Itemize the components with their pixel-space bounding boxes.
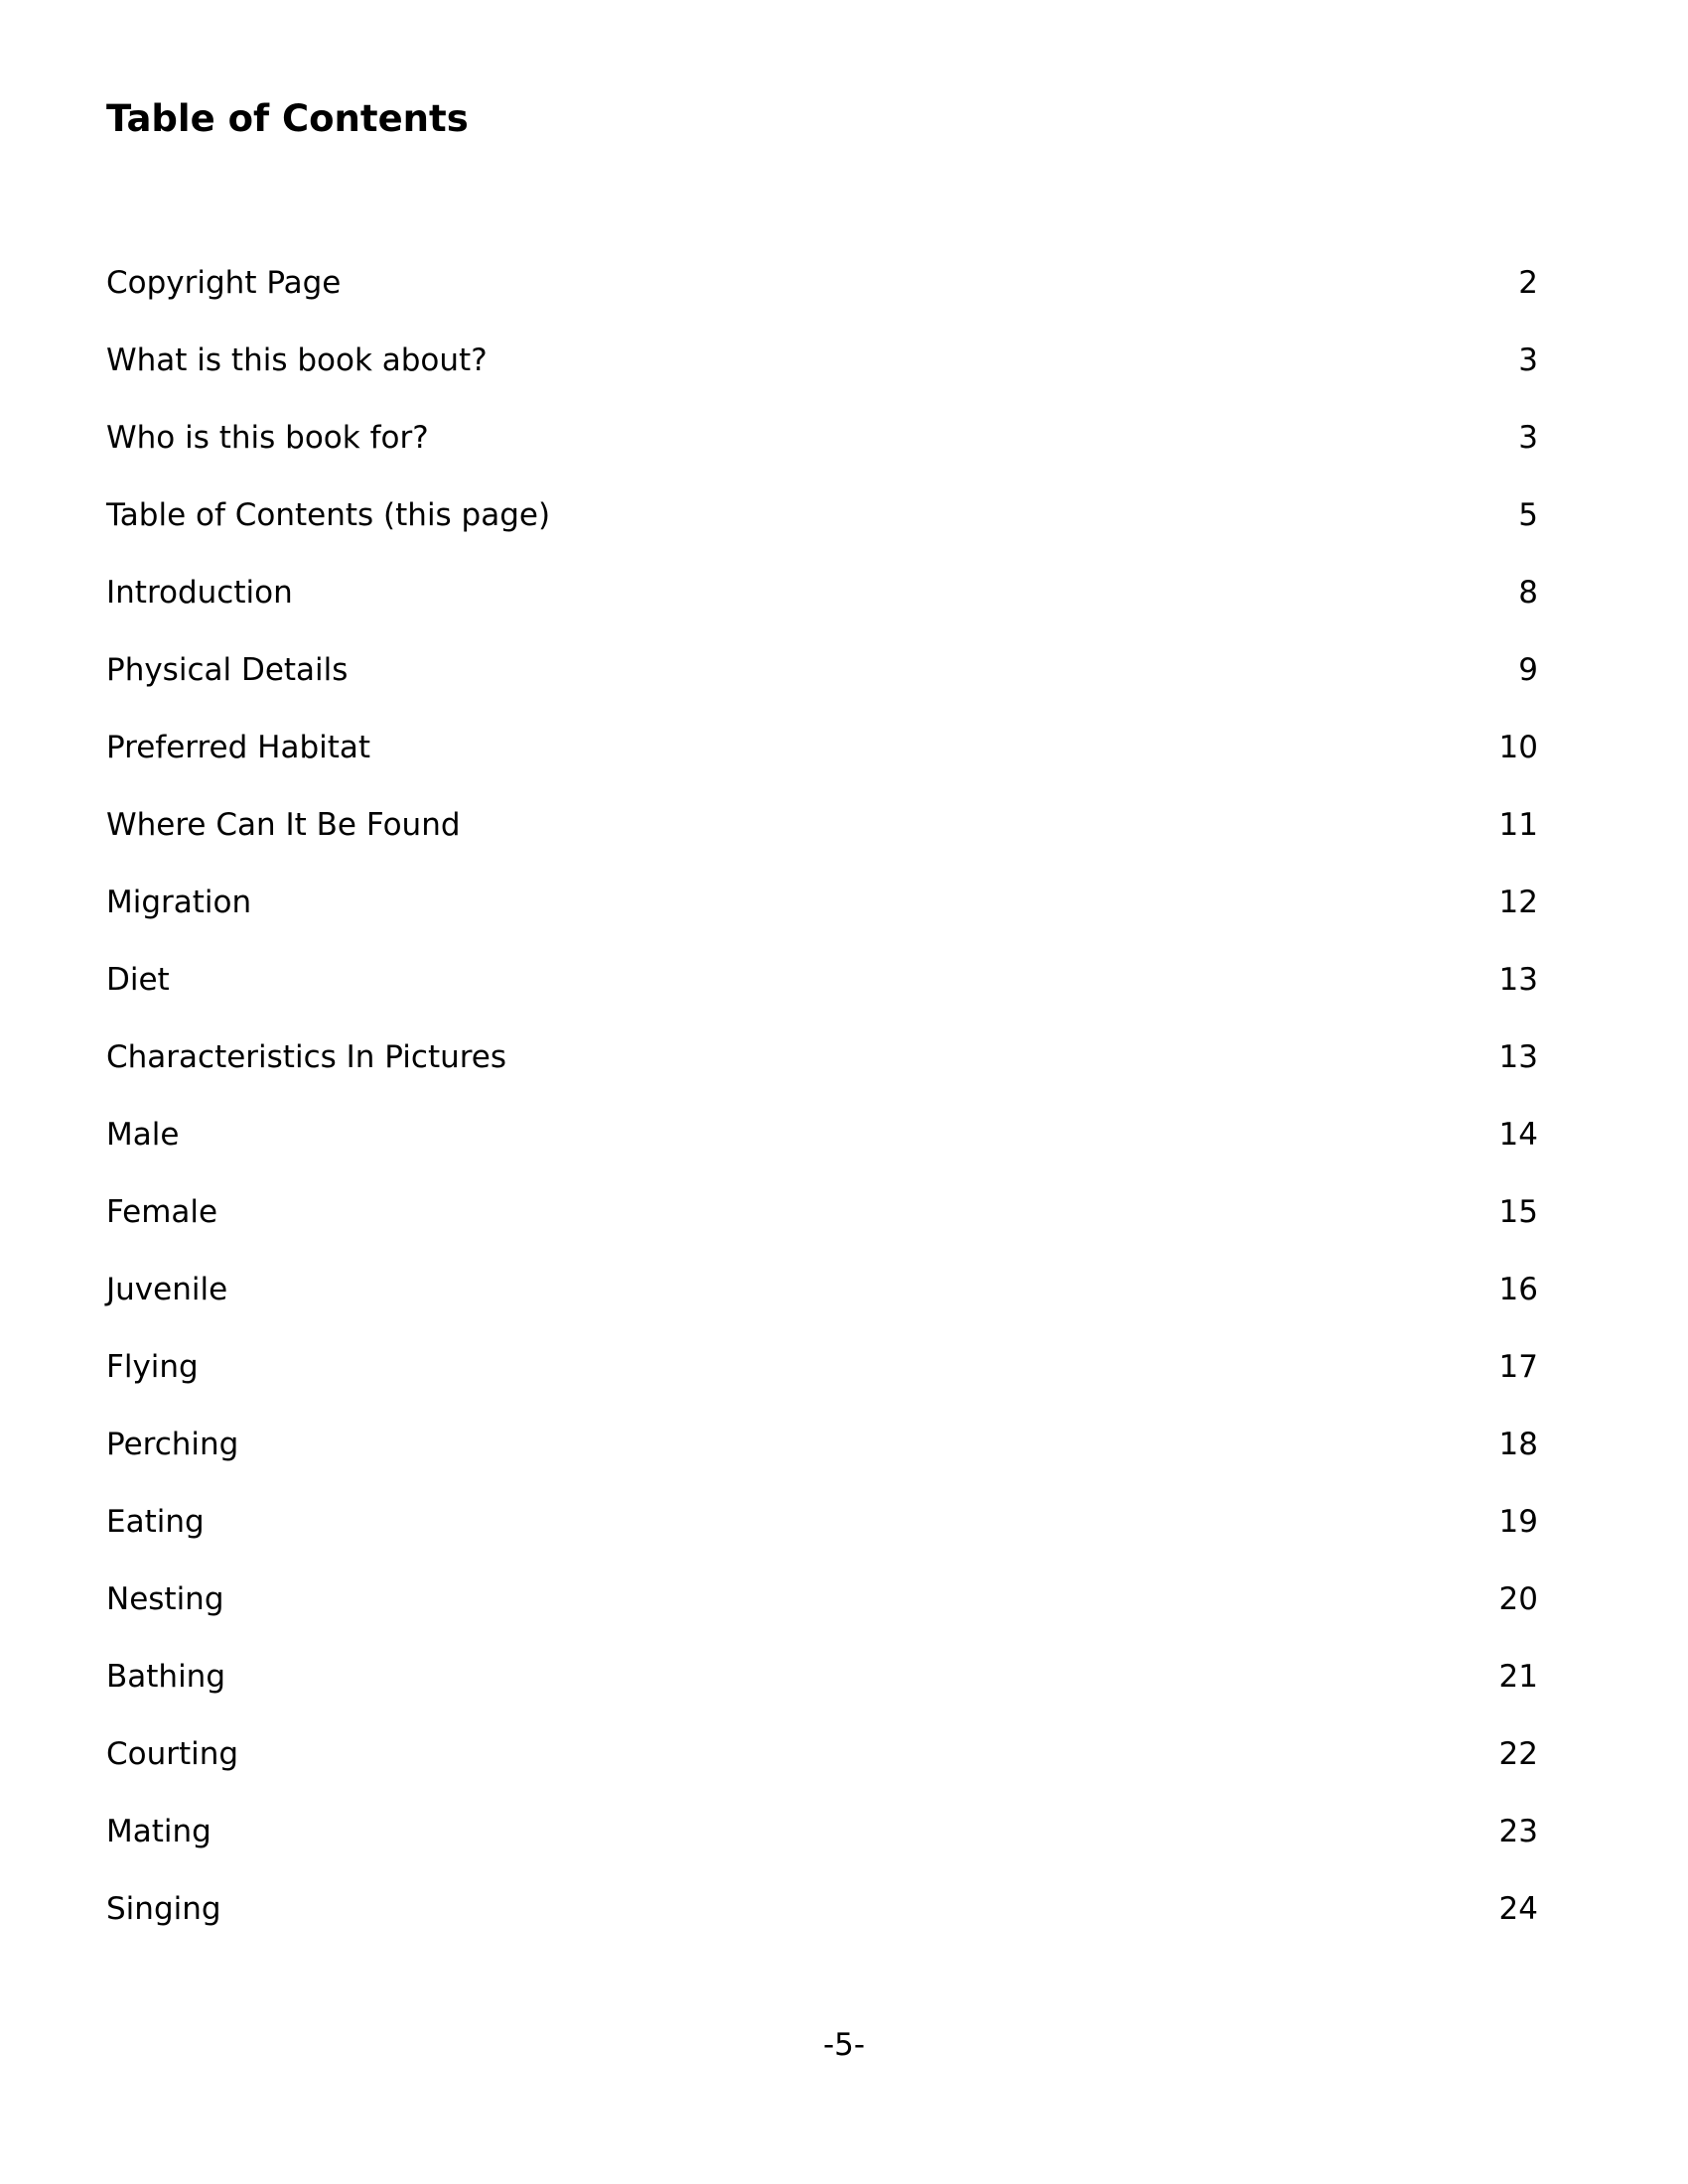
toc-entry-page: 22	[1498, 1736, 1538, 1772]
toc-entry-page: 18	[1498, 1427, 1538, 1462]
toc-entry[interactable]: Flying 17	[106, 1328, 1538, 1406]
toc-entry-page: 11	[1498, 807, 1538, 843]
toc-entry-page: 15	[1498, 1194, 1538, 1230]
toc-entry-label: Copyright Page	[106, 265, 342, 301]
toc-entry[interactable]: Male 14	[106, 1096, 1538, 1173]
toc-entry-page: 21	[1498, 1659, 1538, 1695]
toc-entry[interactable]: Eating 19	[106, 1483, 1538, 1561]
toc-entry[interactable]: Table of Contents (this page) 5	[106, 477, 1538, 554]
toc-entry-page: 5	[1518, 497, 1538, 533]
toc-entry-page: 19	[1498, 1504, 1538, 1540]
toc-entry-label: Juvenile	[106, 1272, 228, 1307]
toc-entry-page: 3	[1518, 420, 1538, 456]
toc-entry-label: Eating	[106, 1504, 205, 1540]
toc-entry[interactable]: Diet 13	[106, 941, 1538, 1019]
page-number: -5-	[822, 2027, 866, 2063]
toc-entry[interactable]: Perching 18	[106, 1406, 1538, 1483]
toc-entry[interactable]: Courting 22	[106, 1715, 1538, 1793]
toc-entry[interactable]: Where Can It Be Found 11	[106, 786, 1538, 864]
toc-entry[interactable]: Introduction 8	[106, 554, 1538, 631]
toc-entry[interactable]: Characteristics In Pictures 13	[106, 1019, 1538, 1096]
toc-entry[interactable]: What is this book about? 3	[106, 322, 1538, 399]
toc-entry-label: Table of Contents (this page)	[106, 497, 551, 533]
toc-entry[interactable]: Female 15	[106, 1173, 1538, 1251]
toc-entry[interactable]: Singing 24	[106, 1870, 1538, 1948]
toc-entry-page: 14	[1498, 1117, 1538, 1153]
toc-entry-label: Preferred Habitat	[106, 730, 371, 765]
toc-entry-page: 13	[1498, 1039, 1538, 1075]
toc-entry-label: Where Can It Be Found	[106, 807, 461, 843]
toc-entry-page: 8	[1518, 575, 1538, 611]
toc-entry[interactable]: Juvenile 16	[106, 1251, 1538, 1328]
toc-entry-page: 16	[1498, 1272, 1538, 1307]
toc-entry-page: 20	[1498, 1581, 1538, 1617]
toc-entry[interactable]: Who is this book for? 3	[106, 399, 1538, 477]
toc-entry-label: Flying	[106, 1349, 199, 1385]
toc-entry-page: 10	[1498, 730, 1538, 765]
toc-entry[interactable]: Bathing 21	[106, 1638, 1538, 1715]
toc-entry-label: What is this book about?	[106, 342, 488, 378]
toc-entry[interactable]: Mating 23	[106, 1793, 1538, 1870]
toc-entry[interactable]: Physical Details 9	[106, 631, 1538, 709]
toc-entry-label: Characteristics In Pictures	[106, 1039, 507, 1075]
toc-entry-label: Bathing	[106, 1659, 226, 1695]
toc-entry-label: Nesting	[106, 1581, 224, 1617]
toc-entry-label: Male	[106, 1117, 180, 1153]
toc-entry-page: 12	[1498, 885, 1538, 920]
toc-entry-label: Mating	[106, 1814, 211, 1849]
toc-entry-label: Female	[106, 1194, 218, 1230]
toc-entry-page: 9	[1518, 652, 1538, 688]
toc-entry-page: 2	[1518, 265, 1538, 301]
toc-entry-page: 24	[1498, 1891, 1538, 1927]
toc-entry-page: 17	[1498, 1349, 1538, 1385]
toc-entry[interactable]: Copyright Page 2	[106, 244, 1538, 322]
toc-entry[interactable]: Nesting 20	[106, 1561, 1538, 1638]
toc-entry-label: Introduction	[106, 575, 293, 611]
toc-list: Copyright Page 2 What is this book about? 3…	[106, 244, 1538, 1948]
toc-entry[interactable]: Migration 12	[106, 864, 1538, 941]
toc-entry-page: 23	[1498, 1814, 1538, 1849]
toc-entry-page: 3	[1518, 342, 1538, 378]
toc-entry-label: Who is this book for?	[106, 420, 429, 456]
toc-entry-page: 13	[1498, 962, 1538, 998]
toc-entry-label: Perching	[106, 1427, 239, 1462]
toc-entry[interactable]: Preferred Habitat 10	[106, 709, 1538, 786]
toc-entry-label: Courting	[106, 1736, 239, 1772]
toc-entry-label: Migration	[106, 885, 252, 920]
toc-entry-label: Singing	[106, 1891, 221, 1927]
toc-entry-label: Physical Details	[106, 652, 349, 688]
toc-entry-label: Diet	[106, 962, 170, 998]
page-title: Table of Contents	[106, 97, 469, 140]
